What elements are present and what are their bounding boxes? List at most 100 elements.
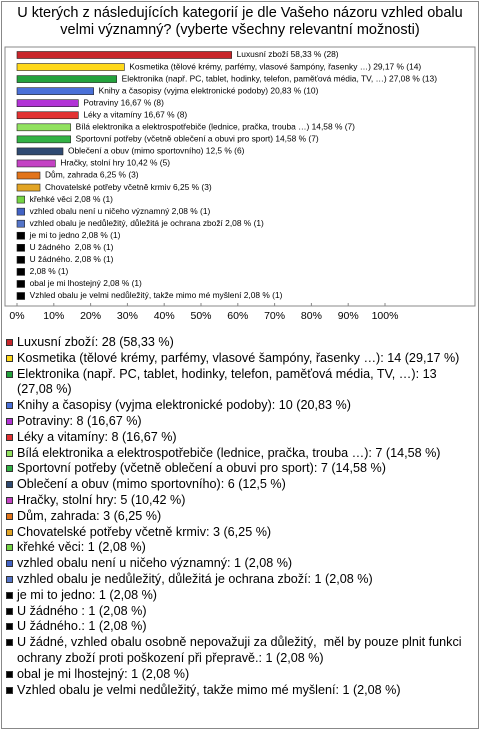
legend-label: Hračky, stolní hry: 5 (10,42 %) [17,492,186,507]
value-label: Potraviny 16,67 % (8) [83,97,164,107]
value-label: obal je mi lhostejný 2,08 % (1) [30,278,142,288]
legend-swatch [6,354,13,362]
x-tick-label: 10% [43,310,64,322]
x-tick-label: 30% [117,310,138,322]
value-label: Bílá elektronika a elektrospotřebiče (le… [76,122,356,132]
legend-swatch [6,433,13,441]
legend-item: Léky a vitamíny: 8 (16,67 %) [6,430,472,446]
legend-item: vzhled obalu je nedůležitý, důležitá je … [6,572,472,588]
legend-label: křehké věci: 1 (2,08 %) [17,540,146,555]
x-tick-label: 100% [372,310,399,322]
value-label: Vzhled obalu je velmi nedůležitý, takže … [30,290,283,300]
legend-label: Léky a vitamíny: 8 (16,67 %) [17,429,177,444]
value-label: Léky a vitamíny 16,67 % (8) [83,109,187,119]
x-tick-label: 70% [264,310,285,322]
legend-label: Kosmetika (tělové krémy, parfémy, vlasov… [17,350,460,365]
legend-swatch [6,670,13,678]
bar [16,111,79,120]
bar [16,231,25,240]
legend-swatch [6,639,13,647]
legend-label: Dům, zahrada: 3 (6,25 %) [17,508,162,523]
legend-item: Elektronika (např. PC, tablet, hodinky, … [6,367,472,399]
value-label: Chovatelské potřeby včetně krmiv 6,25 % … [45,182,212,192]
legend-swatch [6,512,13,520]
bar [16,159,56,168]
legend-swatch [6,481,13,489]
legend-item: Vzhled obalu je velmi nedůležitý, takže … [6,683,472,699]
legend-item: obal je mi lhostejný: 1 (2,08 %) [6,667,472,683]
x-tick-label: 80% [301,310,322,322]
legend-item: křehké věci: 1 (2,08 %) [6,540,472,556]
value-label: vzhled obalu je nedůležitý, důležitá je … [30,218,264,228]
legend-item: U žádného.: 1 (2,08 %) [6,619,472,635]
value-label: Hračky, stolní hry 10,42 % (5) [60,158,170,168]
x-tick-label: 0% [9,310,24,322]
bar [16,280,25,288]
value-label: křehké věci 2,08 % (1) [30,194,114,204]
legend-swatch [6,544,13,552]
bar [16,147,64,156]
value-label: Elektronika (např. PC, tablet, hodinky, … [122,73,438,83]
plot-frame [4,46,476,307]
chart-title: U kterých z následujících kategorií je d… [17,5,463,38]
legend-swatch [6,560,13,568]
legend-item: U žádné, vzhled obalu osobně nepovažuji … [6,635,472,667]
legend-item: Hračky, stolní hry: 5 (10,42 %) [6,493,472,509]
value-label: je mi to jedno 2,08 % (1) [29,230,121,240]
chart: 0% 10% 20% 30% 40% 50% 60% 70% 80% 90% 100% Luxusní… [4,46,476,322]
legend-item: Potraviny: 8 (16,67 %) [6,414,472,430]
legend-swatch [6,496,13,504]
bar [16,207,25,216]
legend-label: Elektronika (např. PC, tablet, hodinky, … [17,366,441,397]
legend-label: je mi to jedno: 1 (2,08 %) [17,587,158,602]
legend-item: Luxusní zboží: 28 (58,33 %) [6,335,472,351]
value-label: U žádného. 2,08 % (1) [30,254,114,264]
legend-label: obal je mi lhostejný: 1 (2,08 %) [17,666,190,681]
bar [16,244,25,252]
x-tick-label: 90% [338,310,359,322]
legend-label: vzhled obalu není u ničeho významný: 1 (… [17,556,293,571]
value-label: Knihy a časopisy (vyjma elektronické pod… [99,85,319,95]
bar [16,183,41,192]
legend-swatch [6,607,13,615]
legend-item: Knihy a časopisy (vyjma elektronické pod… [6,398,472,414]
legend-label: Oblečení a obuv (mimo sportovního): 6 (1… [17,477,286,492]
bar [16,63,125,71]
legend-swatch [6,591,13,599]
legend-label: Chovatelské potřeby včetně krmiv: 3 (6,2… [17,524,272,539]
value-label: Oblečení a obuv (mimo sportovního) 12,5 … [68,146,245,156]
legend-item: Bílá elektronika a elektrospotřebiče (le… [6,446,472,462]
bar [16,195,25,204]
legend: Luxusní zboží: 28 (58,33 %) Kosmetika (tě… [6,335,472,698]
legend-label: Vzhled obalu je velmi nedůležitý, takže … [17,682,401,697]
value-label: 2,08 % (1) [30,266,69,276]
legend-item: vzhled obalu není u ničeho významný: 1 (… [6,556,472,572]
value-label: vzhled obalu není u ničeho významný 2,08… [30,206,211,216]
legend-swatch [6,575,13,583]
bar [16,135,71,144]
value-label: Sportovní potřeby (včetně oblečení a obu… [76,134,319,144]
legend-swatch [6,528,13,536]
legend-label: Knihy a časopisy (vyjma elektronické pod… [17,398,351,413]
legend-swatch [6,417,13,425]
legend-label: U žádného.: 1 (2,08 %) [17,619,147,634]
x-tick-label: 20% [80,310,101,322]
legend-label: Bílá elektronika a elektrospotřebiče (le… [17,445,441,460]
legend-label: Sportovní potřeby (včetně oblečení a obu… [17,461,386,476]
value-label: Luxusní zboží 58,33 % (28) [237,49,339,59]
legend-item: Kosmetika (tělové krémy, parfémy, vlasov… [6,351,472,367]
bar [16,268,25,276]
legend-swatch [6,370,13,378]
bar [16,75,117,83]
legend-label: Luxusní zboží: 28 (58,33 %) [17,335,174,349]
legend-swatch [6,686,13,694]
legend-item: Chovatelské potřeby včetně krmiv: 3 (6,2… [6,525,472,541]
legend-swatch [6,465,13,473]
legend-label: U žádné, vzhled obalu osobně nepovažuji … [17,635,466,665]
bar [16,87,94,95]
legend-item: Dům, zahrada: 3 (6,25 %) [6,509,472,525]
x-tick-label: 60% [227,310,248,322]
legend-item: je mi to jedno: 1 (2,08 %) [6,588,472,604]
legend-item: U žádného : 1 (2,08 %) [6,604,472,620]
